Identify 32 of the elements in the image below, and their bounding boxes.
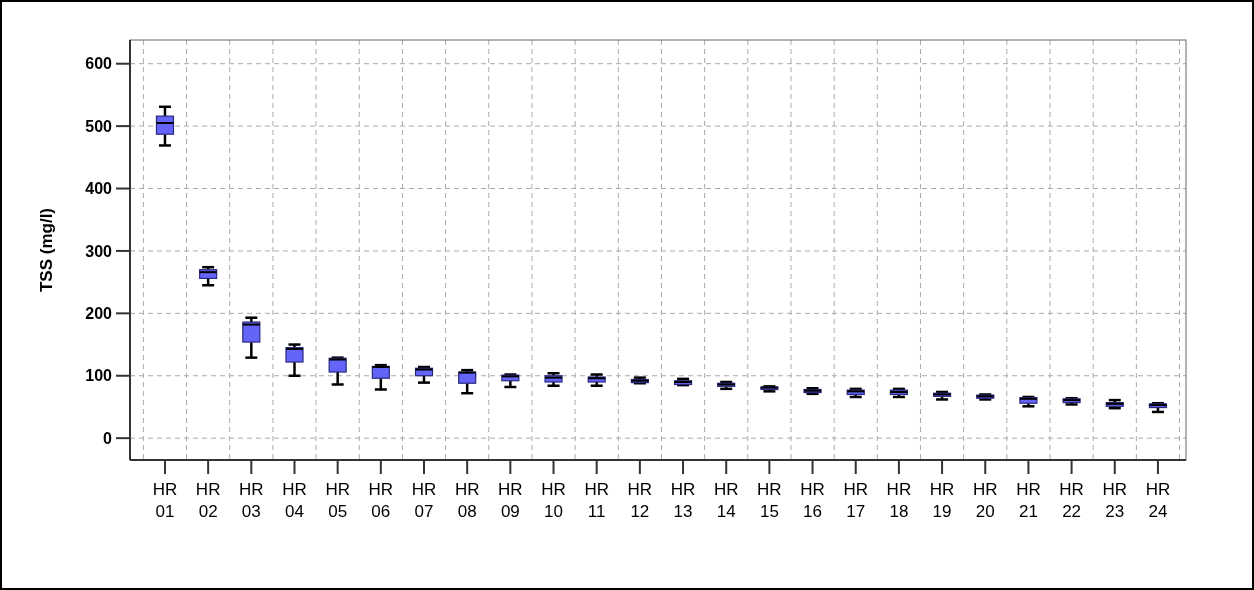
y-tick-label: 0 — [103, 429, 113, 447]
x-tick-label: HR 23 — [1102, 480, 1128, 521]
x-tick-label: HR 17 — [843, 480, 869, 521]
x-tick-label: HR 02 — [195, 480, 221, 521]
x-tick-label: HR 07 — [411, 480, 437, 521]
x-tick-label: HR 13 — [670, 480, 696, 521]
x-tick-label: HR 24 — [1145, 480, 1171, 521]
x-tick-label: HR 06 — [368, 480, 394, 521]
y-tick-label: 400 — [85, 180, 113, 198]
x-tick-label: HR 14 — [713, 480, 739, 521]
x-tick-label: HR 20 — [972, 480, 998, 521]
x-tick-label: HR 21 — [1016, 480, 1041, 521]
x-tick-label: HR 11 — [584, 480, 609, 521]
y-axis-title: TSS (mg/l) — [37, 207, 56, 293]
x-tick-label: HR 04 — [282, 480, 307, 521]
x-tick-label: HR 22 — [1059, 480, 1084, 521]
x-tick-label: HR 10 — [541, 480, 566, 521]
y-tick-label: 200 — [85, 304, 113, 322]
x-tick-label: HR 05 — [325, 480, 350, 521]
x-tick-label: HR 08 — [454, 480, 480, 521]
y-tick-label: 500 — [85, 117, 113, 135]
y-tick-label: 100 — [85, 367, 113, 385]
y-tick-label: 300 — [85, 242, 113, 260]
x-tick-label: HR 03 — [239, 480, 264, 521]
x-tick-label: HR 01 — [152, 480, 178, 521]
x-tick-label: HR 19 — [929, 480, 955, 521]
x-tick-label: HR 12 — [627, 480, 653, 521]
x-tick-label: HR 18 — [886, 480, 912, 521]
y-tick-label: 600 — [85, 55, 113, 73]
x-tick-label: HR 09 — [498, 480, 523, 521]
x-tick-label: HR 15 — [757, 480, 782, 521]
x-tick-label: HR 16 — [800, 480, 825, 521]
